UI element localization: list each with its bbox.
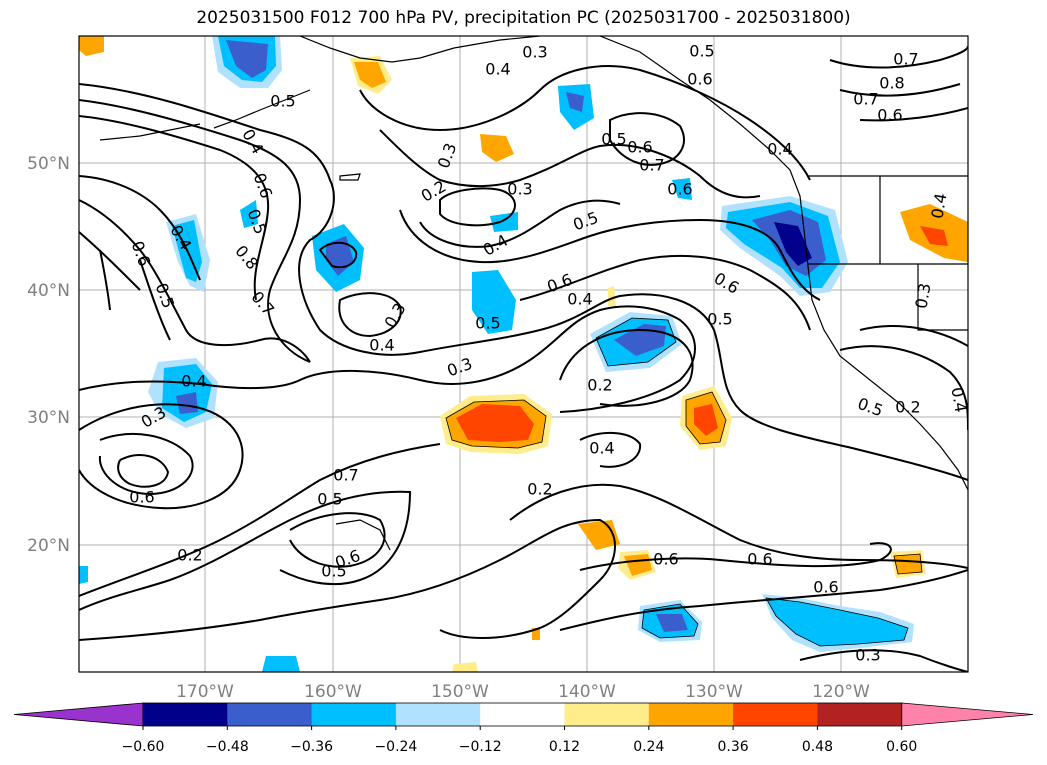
contour-label: 0.4: [567, 290, 592, 309]
precip-outline-lines: [445, 317, 923, 647]
precip-blob-alaska: [558, 84, 594, 130]
lon-label-170w: 170°W: [176, 682, 234, 702]
contour-label: 0.5: [601, 130, 626, 149]
contour-label: 0.6: [813, 578, 838, 597]
contour-label: 0.6: [877, 106, 902, 125]
contour-label: 0.3: [522, 43, 547, 62]
contour-label: 0.6: [627, 138, 652, 157]
colorbar-segment: [143, 703, 228, 726]
contour-label: 0.4: [767, 140, 792, 159]
contour-label: 0.5: [270, 92, 295, 111]
contour-label: 0.6: [747, 550, 772, 569]
contour-label: 0.6: [667, 180, 692, 199]
contour-label: 0.8: [879, 74, 904, 93]
contour-label: 0.7: [639, 156, 664, 175]
colorbar-segment: [227, 703, 313, 726]
contour-label: 0.7: [893, 50, 918, 69]
colorbar-tick-label: 0.24: [633, 739, 664, 755]
contour-label: 0.4: [181, 372, 206, 391]
contour-label: 0.6: [653, 550, 678, 569]
contour-label: 0.7: [853, 90, 878, 109]
contour-label: 0.2: [527, 480, 552, 499]
colorbar-tick-label: −0.36: [290, 739, 333, 755]
colorbar-tick-label: −0.60: [122, 739, 165, 755]
colorbar-segment: [395, 703, 481, 726]
colorbar-segment: [480, 703, 565, 726]
contour-label: 0.2: [177, 546, 202, 565]
colorbar-extend-low: [13, 702, 144, 727]
pv-contours: [79, 45, 968, 672]
colorbar-segment: [817, 703, 903, 726]
lat-label-30: 30°N: [27, 408, 70, 428]
contour-label: 0.6: [687, 70, 712, 89]
colorbar-tick-label: 0.36: [718, 739, 749, 755]
contour-label: 0.6: [129, 488, 154, 507]
contour-label: 0.4: [927, 192, 950, 220]
contour-label: 0.3: [507, 180, 532, 199]
lon-label-160w: 160°W: [304, 682, 362, 702]
lat-label-40: 40°N: [27, 281, 70, 301]
colorbar-tick-labels: −0.60 −0.48 −0.36 −0.24 −0.12 0.12 0.24 0.36 0.4…: [122, 726, 917, 755]
contour-label: 0.5: [475, 314, 500, 333]
coastlines: [99, 36, 968, 551]
contour-labels: 0.30.40.50.60.70.80.70.60.50.40.60.50.80…: [128, 42, 971, 665]
contour-label: 0.5: [707, 310, 732, 329]
colorbar-segment: [564, 703, 650, 726]
colorbar-tick-label: 0.60: [886, 739, 917, 755]
lon-label-150w: 150°W: [431, 682, 489, 702]
contour-label: 0.5: [321, 562, 346, 581]
contour-label: 0.3: [855, 646, 880, 665]
contour-label: 0.7: [333, 466, 358, 485]
colorbar-tick-label: −0.12: [459, 739, 502, 755]
colorbar-extend-high: [901, 702, 1034, 727]
colorbar: [13, 702, 1034, 727]
lon-label-140w: 140°W: [558, 682, 616, 702]
contour-label: 0.2: [895, 398, 920, 417]
colorbar-outline: [142, 702, 903, 727]
colorbar-tick-label: 0.12: [549, 739, 580, 755]
plot-border: [78, 35, 969, 673]
lat-label-50: 50°N: [27, 154, 70, 174]
contour-label: 0.5: [317, 490, 342, 509]
lon-label-120w: 120°W: [812, 682, 870, 702]
colorbar-tick-label: 0.48: [802, 739, 833, 755]
precip-blob-nw: [212, 36, 282, 88]
colorbar-segment: [648, 703, 734, 726]
lat-label-20: 20°N: [27, 536, 70, 556]
latitude-axis: 50°N 40°N 30°N 20°N: [27, 154, 70, 556]
contour-label: 0.4: [947, 386, 970, 414]
longitude-axis: 170°W 160°W 150°W 140°W 130°W 120°W: [176, 682, 870, 702]
contour-label: 0.4: [369, 336, 394, 355]
contour-label: 0.5: [689, 42, 714, 61]
colorbar-tick-label: −0.24: [374, 739, 417, 755]
lon-label-130w: 130°W: [685, 682, 743, 702]
contour-label: 0.4: [589, 439, 614, 458]
contour-label: 0.2: [587, 376, 612, 395]
colorbar-tick-label: −0.48: [206, 739, 249, 755]
colorbar-segment: [311, 703, 397, 726]
colorbar-segment: [733, 703, 818, 726]
contour-label: 0.3: [911, 282, 934, 310]
map-title: 2025031500 F012 700 hPa PV, precipitatio…: [196, 8, 851, 28]
contour-label: 0.4: [485, 60, 510, 79]
